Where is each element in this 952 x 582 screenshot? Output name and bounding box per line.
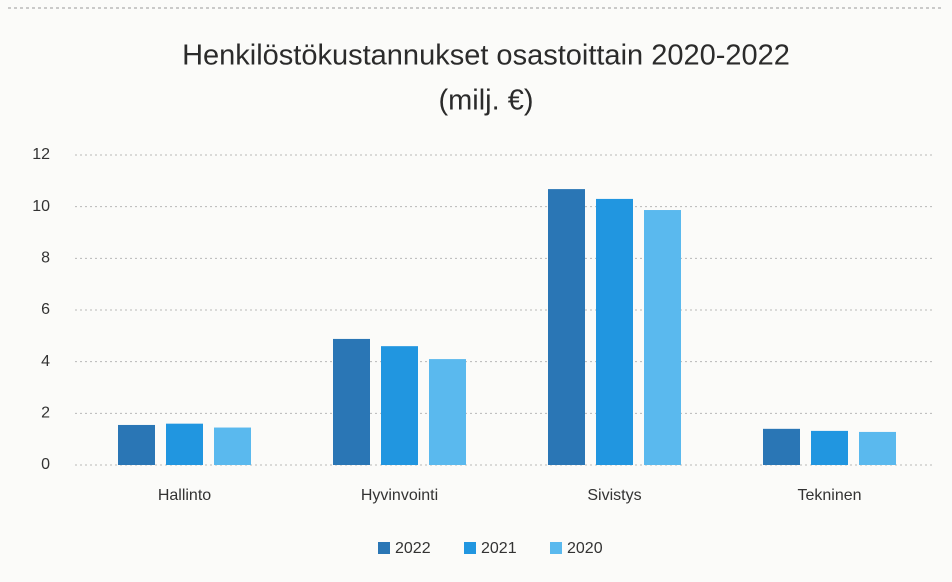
- legend-label: 2020: [567, 540, 603, 557]
- bar: [811, 430, 848, 465]
- bar: [214, 427, 251, 465]
- legend-label: 2021: [481, 540, 517, 557]
- x-tick-label: Hyvinvointi: [361, 487, 438, 504]
- bar: [548, 189, 585, 465]
- x-tick-label: Hallinto: [158, 487, 211, 504]
- y-tick-label: 10: [32, 198, 50, 215]
- x-tick-label: Tekninen: [797, 487, 861, 504]
- bar: [333, 338, 370, 465]
- y-tick-label: 0: [41, 456, 50, 473]
- legend-swatch: [464, 542, 476, 554]
- x-tick-label: Sivistys: [587, 487, 641, 504]
- y-tick-label: 12: [32, 146, 50, 163]
- y-tick-label: 8: [41, 250, 50, 267]
- bar: [859, 431, 896, 465]
- bar: [763, 428, 800, 465]
- bar: [381, 346, 418, 465]
- legend-swatch: [550, 542, 562, 554]
- y-tick-label: 4: [41, 353, 50, 370]
- chart-title: Henkilöstökustannukset osastoittain 2020…: [182, 40, 790, 72]
- legend-swatch: [378, 542, 390, 554]
- y-tick-label: 2: [41, 405, 50, 422]
- bar: [596, 198, 633, 465]
- legend-label: 2022: [395, 540, 431, 557]
- chart-subtitle: (milj. €): [438, 85, 533, 117]
- y-tick-label: 6: [41, 301, 50, 318]
- bar: [429, 359, 466, 465]
- bar: [644, 210, 681, 465]
- bar: [166, 423, 203, 465]
- bar: [118, 424, 155, 465]
